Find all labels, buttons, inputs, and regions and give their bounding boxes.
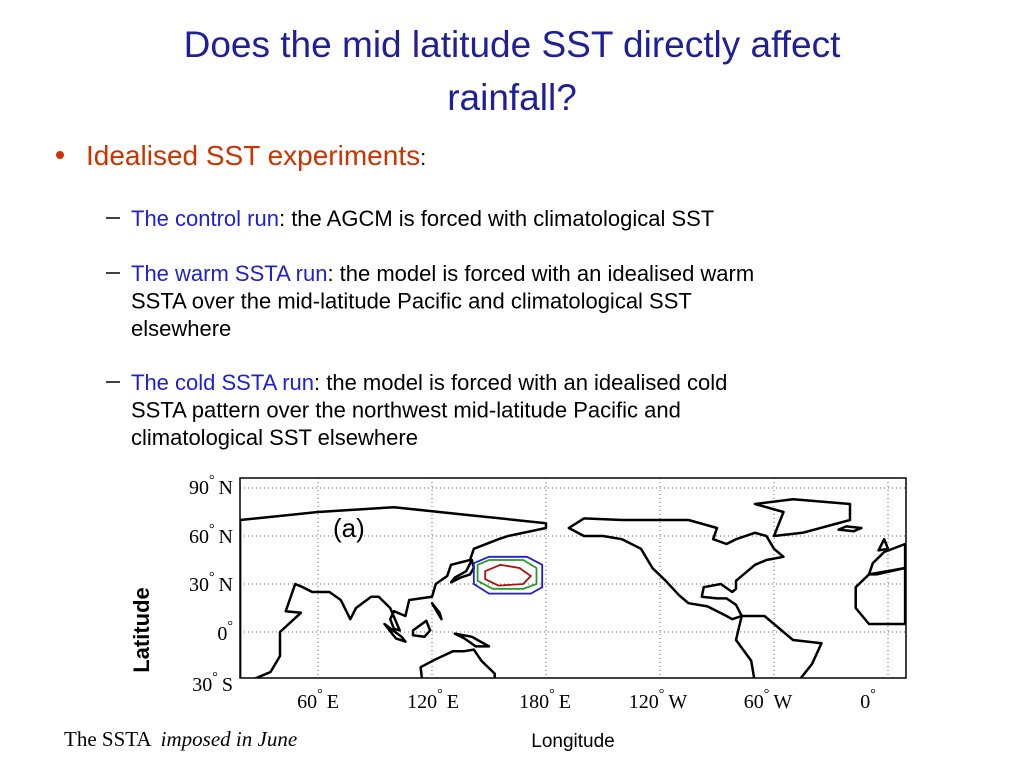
item-text: climatological SST elsewhere bbox=[131, 425, 418, 450]
caption-italic: imposed in June bbox=[161, 727, 297, 751]
tick-label: 120° E bbox=[407, 687, 459, 713]
item-text: SSTA over the mid-latitude Pacific and c… bbox=[131, 289, 692, 314]
tick-num: 120 bbox=[629, 691, 659, 713]
coastline bbox=[877, 537, 890, 552]
degree: ° bbox=[209, 473, 215, 488]
tick-label: 30° S bbox=[192, 670, 233, 696]
contour bbox=[472, 555, 544, 595]
item-line: SSTA pattern over the northwest mid-lati… bbox=[131, 398, 681, 423]
contour bbox=[484, 563, 533, 587]
item-line: elsewhere bbox=[131, 316, 231, 341]
item-text: : the AGCM is forced with climatological… bbox=[279, 206, 714, 231]
caption: The SSTA imposed in June bbox=[64, 727, 297, 751]
panel-label: (a) bbox=[333, 513, 365, 543]
tick-hem: N bbox=[219, 477, 233, 499]
item-label: The warm SSTA run bbox=[131, 261, 327, 286]
degree: ° bbox=[227, 619, 233, 634]
coastline bbox=[449, 558, 476, 584]
tick-label: 90° N bbox=[189, 473, 233, 499]
tick-hem: E bbox=[559, 691, 571, 713]
tick-label: 60° N bbox=[189, 522, 233, 548]
tick-num: 60 bbox=[744, 691, 764, 713]
degree: ° bbox=[212, 670, 218, 685]
tick-hem: N bbox=[219, 574, 233, 596]
degree: ° bbox=[209, 522, 215, 537]
tick-label: 120° W bbox=[629, 687, 688, 713]
tick-label: 180° E bbox=[519, 687, 571, 713]
coastline bbox=[734, 614, 823, 678]
item-label: The control run bbox=[131, 206, 279, 231]
coastline bbox=[453, 632, 491, 648]
item-line: The warm SSTA run: the model is forced w… bbox=[131, 261, 754, 286]
degree: ° bbox=[437, 687, 443, 702]
item-line: The cold SSTA run: the model is forced w… bbox=[131, 370, 727, 395]
tick-label: 30° N bbox=[189, 570, 233, 596]
map: (a)90° N60° N30° N0°30° S60° E 120° E 180° E 120° W… bbox=[64, 473, 907, 752]
degree: ° bbox=[317, 687, 323, 702]
tick-num: 90 bbox=[189, 477, 209, 499]
tick-label: 60° E bbox=[297, 687, 339, 713]
text-layer: Does the mid latitude SST directly affec… bbox=[56, 24, 841, 450]
degree: ° bbox=[870, 687, 876, 702]
degree: ° bbox=[764, 687, 770, 702]
tick-hem: E bbox=[447, 691, 459, 713]
coastline bbox=[411, 619, 432, 639]
coastline bbox=[240, 505, 548, 678]
tick-num: 60 bbox=[189, 526, 209, 548]
item-text: : the model is forced with an idealised … bbox=[314, 370, 727, 395]
bullet-text: Idealised SST experiments: bbox=[86, 140, 426, 171]
coastline bbox=[753, 497, 852, 538]
y-axis-label: Latitude bbox=[129, 587, 154, 673]
coastline bbox=[419, 648, 496, 678]
degree: ° bbox=[209, 570, 215, 585]
coastline bbox=[383, 622, 407, 643]
tick-hem: N bbox=[219, 526, 233, 548]
item-line: The control run: the AGCM is forced with… bbox=[131, 206, 714, 231]
slide-title: rainfall? bbox=[447, 77, 577, 118]
map-frame bbox=[239, 477, 907, 679]
coastline bbox=[867, 542, 906, 576]
degree: ° bbox=[659, 687, 665, 702]
bullet-label: Idealised SST experiments bbox=[86, 140, 420, 171]
tick-num: 30 bbox=[192, 674, 212, 696]
item-label: The cold SSTA run bbox=[131, 370, 314, 395]
coastline bbox=[567, 517, 785, 621]
item-line: SSTA over the mid-latitude Pacific and c… bbox=[131, 289, 692, 314]
tick-num: 60 bbox=[297, 691, 317, 713]
item-text: elsewhere bbox=[131, 316, 231, 341]
caption-normal: The SSTA bbox=[64, 727, 156, 751]
tick-hem: W bbox=[668, 691, 687, 713]
tick-num: 120 bbox=[407, 691, 437, 713]
tick-num: 0 bbox=[860, 691, 870, 713]
tick-label: 60° W bbox=[744, 687, 793, 713]
tick-hem: W bbox=[773, 691, 792, 713]
item-text: : the model is forced with an idealised … bbox=[327, 261, 754, 286]
tick-label: 0° bbox=[217, 619, 233, 645]
x-axis-label: Longitude bbox=[531, 731, 614, 752]
degree: ° bbox=[549, 687, 555, 702]
map-area bbox=[240, 478, 906, 678]
slide-title: Does the mid latitude SST directly affec… bbox=[184, 24, 841, 65]
bullet-dot bbox=[56, 151, 64, 159]
tick-num: 0 bbox=[217, 623, 227, 645]
coastline bbox=[430, 601, 443, 621]
item-line: climatological SST elsewhere bbox=[131, 425, 418, 450]
tick-hem: E bbox=[327, 691, 339, 713]
contour bbox=[476, 559, 538, 590]
tick-label: 0° bbox=[860, 687, 876, 713]
tick-hem: S bbox=[222, 674, 233, 696]
item-text: SSTA pattern over the northwest mid-lati… bbox=[131, 398, 681, 423]
tick-num: 30 bbox=[189, 574, 209, 596]
bullet-punct: : bbox=[420, 145, 426, 170]
coastline bbox=[837, 525, 863, 533]
tick-num: 180 bbox=[519, 691, 549, 713]
